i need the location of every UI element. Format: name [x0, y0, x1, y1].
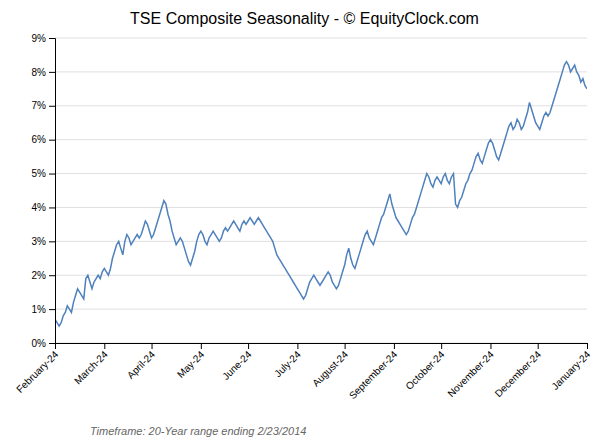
y-tick-mark [49, 140, 55, 141]
x-tick-mark [345, 343, 346, 349]
x-tick: February-24 [14, 343, 61, 395]
y-tick: 7% [32, 100, 55, 111]
y-tick-label: 2% [32, 270, 47, 281]
x-tick-mark [297, 343, 298, 349]
grid-line [55, 71, 587, 72]
x-tick-mark [152, 343, 153, 349]
y-tick: 5% [32, 168, 55, 179]
chart: 0% 1% 2% 3% 4% 5% 6% 7% 8% 9% February-24 March-24 A… [0, 0, 609, 443]
grid-line [55, 207, 587, 208]
grid-line [55, 309, 587, 310]
x-tick-mark [490, 343, 491, 349]
y-tick-label: 3% [32, 236, 47, 247]
grid-line [55, 139, 587, 140]
y-tick-label: 7% [32, 100, 47, 111]
y-tick-label: 6% [32, 134, 47, 145]
y-tick-mark [49, 241, 55, 242]
grid-line [55, 173, 587, 174]
x-tick-mark [248, 343, 249, 349]
y-tick-label: 1% [32, 304, 47, 315]
y-tick: 0% [32, 338, 55, 349]
x-tick-label: October-24 [403, 348, 446, 391]
x-tick-label: August-24 [310, 348, 350, 388]
y-tick-label: 4% [32, 202, 47, 213]
x-tick: October-24 [403, 343, 446, 392]
x-tick-mark [538, 343, 539, 349]
x-tick-label: July-24 [272, 348, 303, 379]
title: TSE Composite Seasonality - © EquityCloc… [130, 10, 479, 27]
y-tick: 9% [32, 33, 55, 44]
x-tick: December-24 [493, 343, 544, 399]
x-tick: July-24 [272, 343, 303, 379]
x-tick: March-24 [72, 343, 110, 386]
y-tick-mark [49, 309, 55, 310]
y-tick: 1% [32, 304, 55, 315]
y-tick: 4% [32, 202, 55, 213]
x-tick-mark [201, 343, 202, 349]
y-tick-mark [49, 174, 55, 175]
y-tick-mark [49, 275, 55, 276]
x-tick: August-24 [310, 343, 350, 389]
y-tick-mark [49, 72, 55, 73]
y-tick: 3% [32, 236, 55, 247]
x-tick-mark [441, 343, 442, 349]
x-tick: November-24 [445, 343, 496, 399]
grid-line [55, 38, 587, 39]
x-tick: September-24 [347, 343, 400, 401]
x-tick-label: December-24 [493, 348, 544, 399]
x-axis-line [56, 344, 588, 350]
x-tick-label: June-24 [220, 348, 254, 382]
plot: 0% 1% 2% 3% 4% 5% 6% 7% 8% 9% February-24 March-24 A… [14, 33, 593, 402]
x-tick-label: May-24 [175, 348, 207, 380]
x-tick: May-24 [175, 343, 207, 380]
y-axis: 0% 1% 2% 3% 4% 5% 6% 7% 8% 9% [32, 33, 56, 349]
x-tick-label: April-24 [125, 348, 157, 380]
x-tick-label: September-24 [347, 348, 400, 401]
y-tick-mark [49, 343, 55, 344]
y-tick-mark [49, 38, 55, 39]
y-tick-mark [49, 207, 55, 208]
y-tick-label: 8% [32, 67, 47, 78]
x-tick-mark [587, 343, 588, 349]
grid-line [55, 275, 587, 276]
y-tick: 2% [32, 270, 55, 281]
x-tick-mark [104, 343, 105, 349]
x-tick: April-24 [125, 343, 157, 381]
subtitle: Timeframe: 20-Year range ending 2/23/201… [90, 425, 306, 437]
grid-line [55, 105, 587, 106]
y-tick-label: 5% [32, 168, 47, 179]
series [55, 62, 587, 326]
y-tick-label: 9% [32, 33, 47, 44]
x-tick-mark [55, 343, 56, 349]
y-tick-label: 0% [32, 338, 47, 349]
x-tick-label: March-24 [72, 348, 110, 386]
y-tick: 6% [32, 134, 55, 145]
line [55, 62, 587, 326]
y-tick: 8% [32, 67, 55, 78]
x-tick: June-24 [220, 343, 254, 382]
x-tick-mark [394, 343, 395, 349]
grid-line [55, 241, 587, 242]
x-tick-label: January-24 [549, 348, 592, 391]
y-axis-line [49, 39, 56, 344]
x-tick: January-24 [549, 343, 592, 392]
x-tick-label: November-24 [445, 348, 496, 399]
x-axis: February-24 March-24 April-24 May-24 June-24… [14, 343, 593, 401]
x-tick-label: February-24 [14, 348, 61, 395]
y-tick-mark [49, 106, 55, 107]
grid [55, 38, 587, 343]
